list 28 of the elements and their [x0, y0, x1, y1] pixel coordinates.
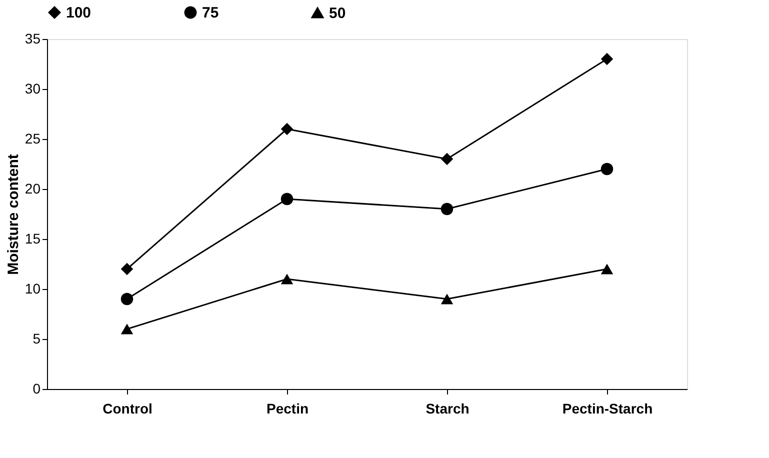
y-tick-label: 30 — [24, 80, 41, 96]
x-tick-label: Pectin-Starch — [562, 400, 653, 416]
legend-label: 100 — [66, 4, 92, 22]
point — [440, 202, 454, 216]
x-tick-label: Control — [102, 400, 152, 416]
point — [600, 52, 614, 66]
point — [280, 122, 294, 136]
point — [280, 192, 294, 206]
y-axis-title: Moisture content — [4, 154, 22, 275]
x-tick-label: Pectin — [266, 400, 309, 416]
point — [600, 264, 614, 274]
point — [600, 162, 614, 176]
legend-label: 75 — [202, 4, 219, 22]
y-tick-label: 35 — [24, 30, 41, 46]
x-tick-label: Starch — [426, 400, 470, 416]
y-tick-label: 5 — [32, 330, 41, 346]
point — [440, 294, 454, 304]
legend-label: 50 — [329, 4, 346, 22]
point — [120, 292, 134, 306]
y-tick-label: 15 — [24, 230, 41, 246]
y-tick-label: 0 — [32, 380, 41, 396]
point — [280, 274, 294, 284]
y-tick-label: 20 — [24, 180, 41, 196]
point — [120, 324, 134, 334]
y-tick-label: 10 — [24, 280, 41, 296]
point — [440, 152, 454, 166]
y-tick-label: 25 — [24, 130, 41, 146]
point — [120, 262, 134, 276]
